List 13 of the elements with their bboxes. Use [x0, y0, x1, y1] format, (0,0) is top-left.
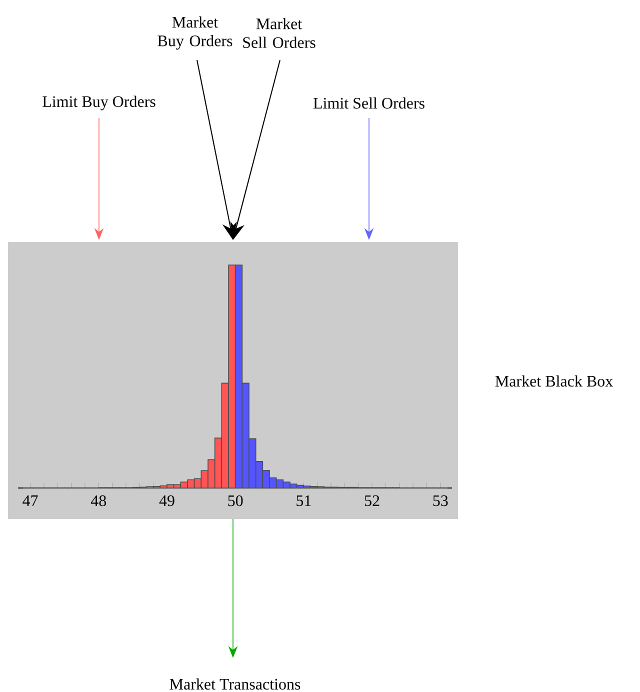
x-tick-label: 50 — [228, 495, 243, 506]
text: Market Transactions — [170, 678, 300, 690]
x-tick-label: 51 — [296, 495, 311, 506]
text: Limit Buy Orders — [42, 96, 156, 110]
text: Market Black Box — [495, 375, 613, 387]
text: Market Buy Orders — [158, 16, 232, 50]
text: Limit Sell Orders — [313, 97, 424, 109]
text: Market Sell Orders — [243, 18, 316, 48]
x-tick-label: 49 — [159, 495, 174, 506]
x-tick-label: 47 — [22, 495, 38, 506]
x-tick-label: 52 — [364, 495, 380, 506]
x-tick-label: 53 — [433, 495, 448, 506]
x-tick-label: 48 — [90, 495, 106, 506]
